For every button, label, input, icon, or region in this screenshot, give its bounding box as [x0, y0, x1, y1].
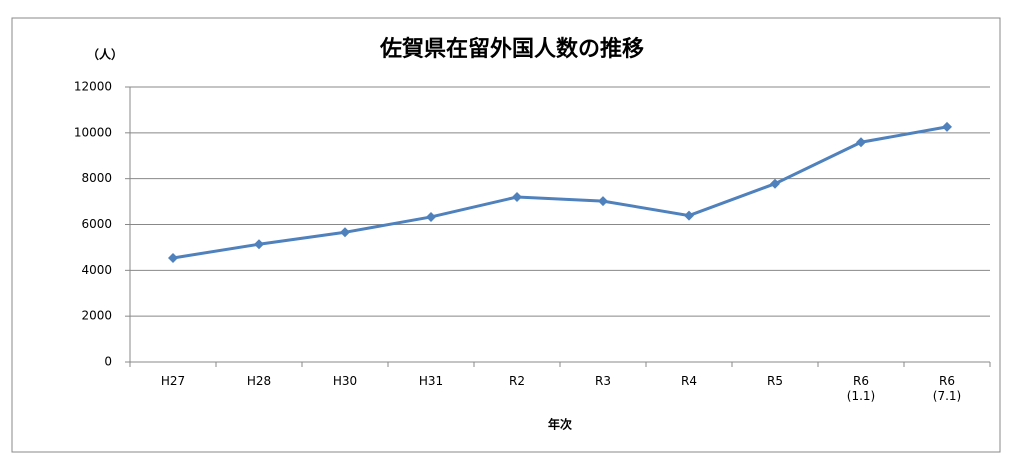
- data-point: [856, 137, 866, 148]
- x-tick-label: R2: [509, 374, 525, 388]
- y-axis-label: （人）: [87, 47, 123, 62]
- y-tick-label: 0: [104, 355, 112, 369]
- data-point: [684, 210, 694, 221]
- data-point: [340, 227, 350, 238]
- y-tick-label: 10000: [74, 125, 112, 139]
- series-line: [172, 125, 948, 260]
- chart-title: 佐賀県在留外国人数の推移: [379, 36, 644, 62]
- data-point: [942, 121, 952, 132]
- x-tick-label: R3: [595, 374, 611, 388]
- data-point: [254, 239, 264, 250]
- x-axis-label: 年次: [548, 417, 572, 432]
- x-tick-label: R6 (1.1): [846, 374, 876, 403]
- x-tick-label: H31: [418, 374, 444, 388]
- y-tick-label: 2000: [81, 309, 112, 323]
- y-tick-label: 12000: [74, 80, 112, 94]
- x-tick-label: H30: [332, 374, 358, 388]
- y-tick-label: 4000: [81, 263, 112, 277]
- data-point: [770, 178, 780, 189]
- x-tick-label: H28: [246, 374, 272, 388]
- data-point: [512, 192, 522, 202]
- y-tick-label: 6000: [81, 217, 112, 231]
- x-tick-label: R4: [681, 374, 697, 388]
- x-tick-label: R5: [767, 374, 783, 388]
- x-tick-label: H27: [160, 374, 186, 388]
- data-point: [426, 211, 436, 222]
- y-tick-label: 8000: [81, 171, 112, 185]
- data-point: [598, 196, 608, 207]
- data-point: [168, 252, 178, 263]
- x-tick-label: R6 (7.1): [932, 374, 962, 403]
- chart-border: [11, 17, 1001, 453]
